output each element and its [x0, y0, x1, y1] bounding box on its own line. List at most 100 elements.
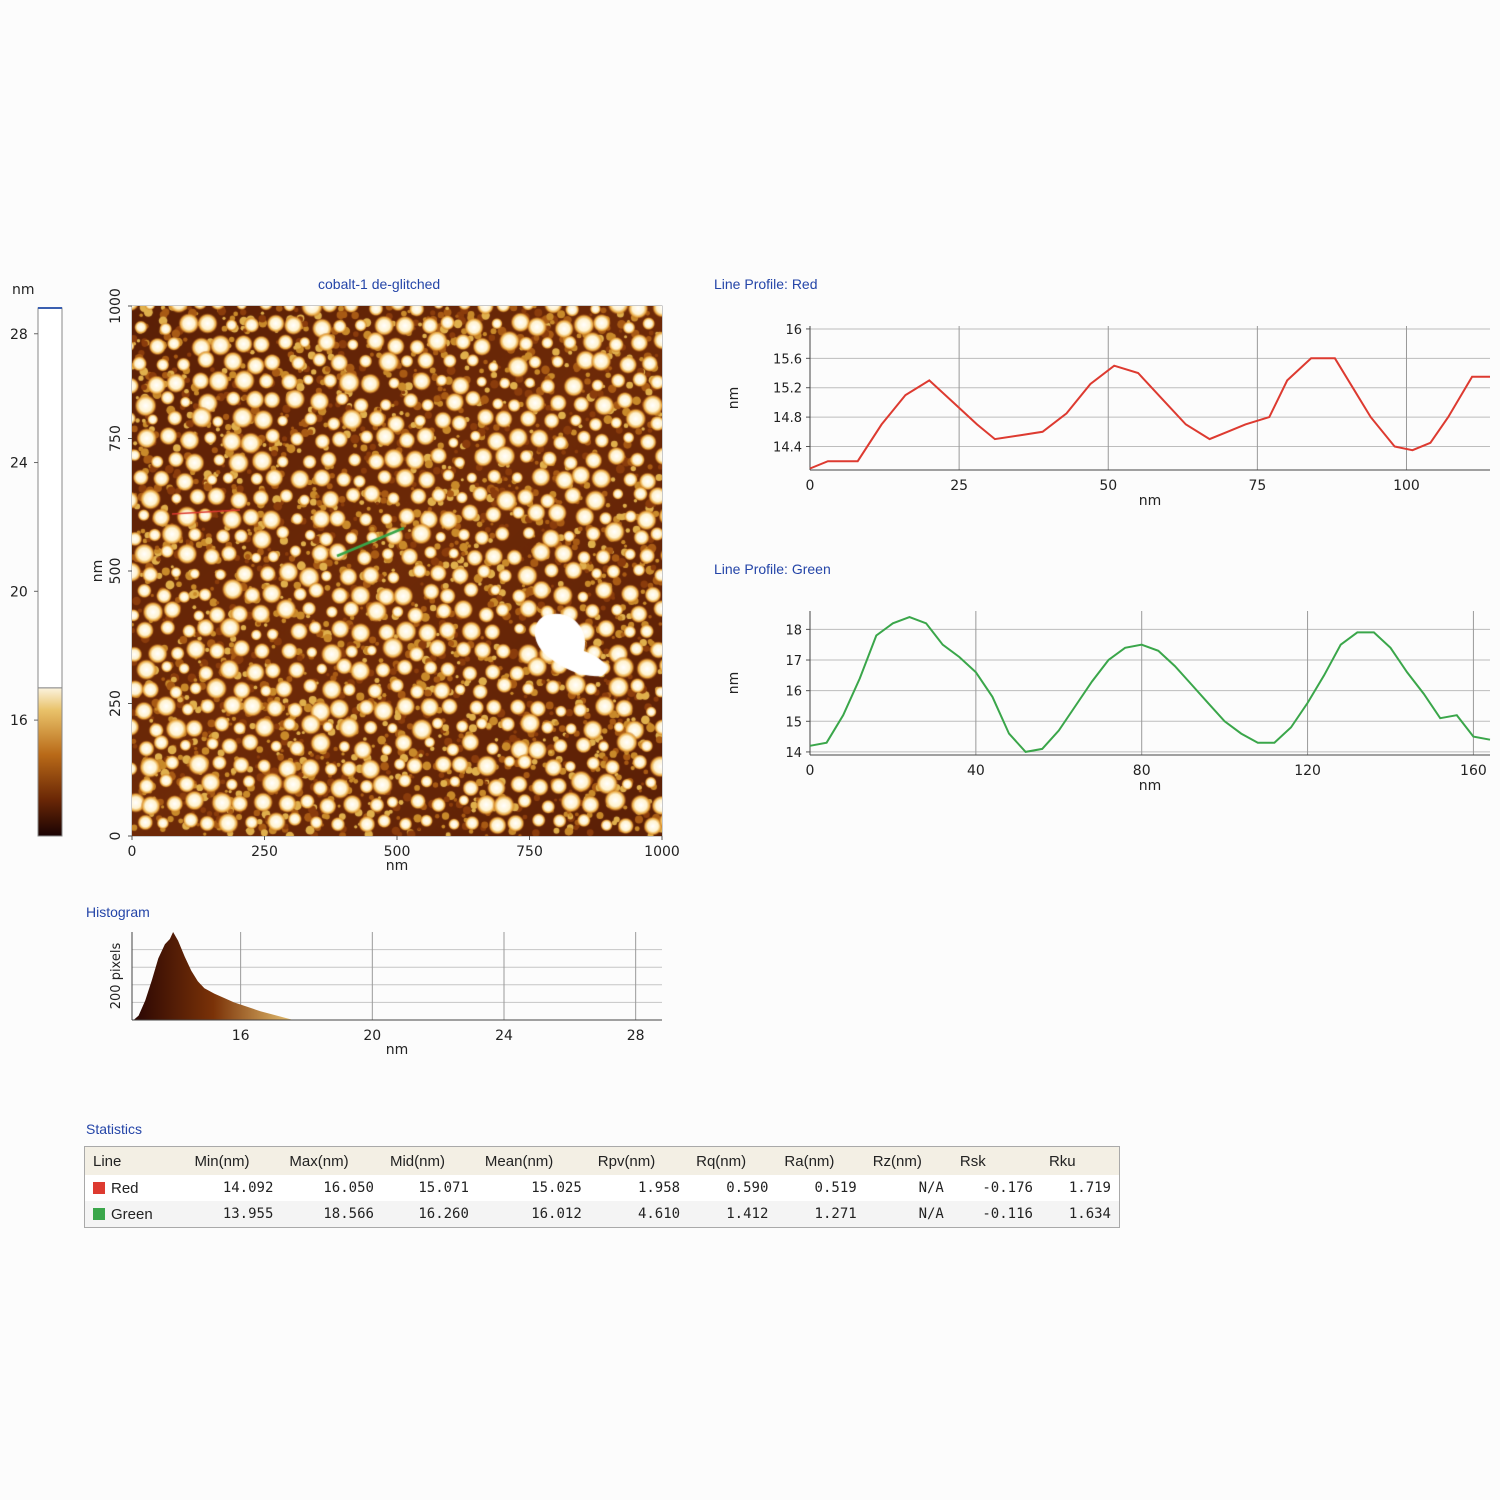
statistics-column-header[interactable]: Rsk	[951, 1146, 1041, 1175]
histogram-x-tick-label: 28	[627, 1028, 645, 1044]
red-profile-x-tick-label: 50	[1099, 478, 1117, 494]
statistics-column-header[interactable]: Max(nm)	[281, 1146, 382, 1175]
statistics-cell: 1.634	[1040, 1201, 1120, 1228]
red-profile-title: Line Profile: Red	[714, 276, 818, 292]
statistics-cell: N/A	[864, 1201, 952, 1228]
image-x-tick-label: 0	[128, 844, 137, 860]
image-x-tick-label: 1000	[644, 844, 680, 860]
statistics-cell: -0.116	[951, 1201, 1041, 1228]
statistics-line-label: Red	[111, 1179, 139, 1197]
statistics-row-green[interactable]: Green 13.955 18.566 16.260 16.012 4.610 1.412 1…	[84, 1201, 1120, 1228]
statistics-cell: 0.590	[726, 1180, 769, 1196]
image-x-tick-label: 250	[251, 844, 278, 860]
statistics-cell: 14.092	[222, 1180, 274, 1196]
histogram-y-axis-label: 200 pixels	[109, 943, 124, 1010]
statistics-cell: -0.176	[982, 1180, 1033, 1196]
red-profile-x-tick-label: 75	[1248, 478, 1266, 494]
green-profile-x-tick-label: 80	[1133, 763, 1151, 779]
colorbar-tick-label: 20	[10, 584, 28, 600]
line-color-swatch	[93, 1207, 105, 1220]
statistics-header-row: Line Min(nm) Max(nm) Mid(nm) Mean(nm) Rpv(nm)…	[84, 1146, 1120, 1175]
green-profile-x-tick-label: 160	[1460, 763, 1487, 779]
statistics-cell: 18.566	[281, 1201, 382, 1228]
red-profile-y-tick-label: 14.8	[773, 411, 802, 426]
histogram-x-tick-label: 16	[232, 1028, 250, 1044]
image-y-axis-label: nm	[90, 560, 106, 583]
image-y-tick-label: 750	[108, 425, 124, 452]
red-profile-y-tick-label: 16	[785, 323, 802, 338]
colorbar-tick-label: 24	[10, 456, 28, 472]
red-profile-x-tick-label: 0	[806, 478, 815, 494]
statistics-cell: 0.519	[814, 1180, 857, 1196]
red-profile-y-axis-label: nm	[726, 387, 742, 410]
image-x-tick-label: 750	[516, 844, 543, 860]
green-profile-x-axis-label: nm	[1139, 778, 1162, 794]
image-title: cobalt-1 de-glitched	[318, 276, 441, 292]
statistics-column-header[interactable]: Rku	[1040, 1146, 1120, 1175]
statistics-line-label: Green	[111, 1205, 153, 1223]
colorbar-tick-label: 28	[10, 327, 28, 343]
statistics-column-header[interactable]: Mid(nm)	[381, 1146, 477, 1175]
height-histogram: 16 20 24 28 nm 200 pixels	[109, 932, 662, 1058]
statistics-line-name: Red	[85, 1175, 187, 1201]
histogram-x-tick-label: 20	[363, 1028, 381, 1044]
statistics-cell: 16.260	[381, 1201, 477, 1228]
line-color-swatch	[93, 1181, 105, 1194]
statistics-table: Line Min(nm) Max(nm) Mid(nm) Mean(nm) Rpv(nm)…	[84, 1146, 1120, 1228]
green-profile-y-tick-label: 17	[785, 654, 802, 669]
statistics-column-header[interactable]: Ra(nm)	[776, 1146, 865, 1175]
colorbar-gradient	[37, 687, 63, 837]
image-y-tick-label: 1000	[108, 288, 124, 324]
colorbar-saturated-segment	[37, 307, 63, 689]
green-profile-title: Line Profile: Green	[714, 561, 831, 577]
histogram-area	[133, 932, 294, 1020]
green-profile-y-tick-label: 16	[785, 685, 802, 700]
afm-topography-image[interactable]	[132, 306, 662, 836]
statistics-row-red[interactable]: Red 14.092 16.050 15.071 15.025 1.958 0.590 0.5…	[85, 1175, 1120, 1201]
statistics-column-header[interactable]: Rpv(nm)	[589, 1146, 689, 1175]
statistics-column-header[interactable]: Min(nm)	[186, 1146, 282, 1175]
red-line-profile-chart: 16 15.6 15.2 14.8 14.4 0 25 50 75 100 nm nm	[726, 323, 1490, 509]
green-profile-x-tick-label: 120	[1294, 763, 1321, 779]
colorbar: 28 24 20 16	[10, 307, 63, 837]
statistics-column-header[interactable]: Line	[84, 1146, 187, 1175]
histogram-x-tick-label: 24	[495, 1028, 513, 1044]
statistics-column-header[interactable]: Rz(nm)	[864, 1146, 952, 1175]
red-profile-series-line	[809, 357, 1490, 470]
green-profile-x-tick-label: 0	[806, 763, 815, 779]
image-y-tick-label: 500	[108, 558, 124, 585]
statistics-column-header[interactable]: Rq(nm)	[688, 1146, 777, 1175]
histogram-x-axis-label: nm	[386, 1042, 409, 1058]
red-profile-x-tick-label: 25	[950, 478, 968, 494]
green-profile-y-tick-label: 18	[785, 623, 802, 638]
green-profile-series-line	[809, 616, 1491, 753]
statistics-cell: N/A	[918, 1180, 944, 1196]
green-profile-y-tick-label: 14	[785, 746, 802, 761]
red-profile-y-tick-label: 14.4	[773, 440, 802, 455]
statistics-cell: 15.025	[531, 1180, 582, 1196]
statistics-cell: 1.958	[637, 1180, 681, 1196]
green-profile-y-tick-label: 15	[785, 715, 802, 730]
statistics-cell: 4.610	[589, 1201, 689, 1228]
statistics-cell: 16.012	[476, 1201, 590, 1228]
green-profile-x-tick-label: 40	[967, 763, 985, 779]
histogram-title: Histogram	[86, 904, 150, 920]
statistics-cell: 1.719	[1068, 1180, 1111, 1196]
red-profile-x-axis-label: nm	[1139, 493, 1162, 509]
statistics-cell: 16.050	[323, 1180, 374, 1196]
statistics-column-header[interactable]: Mean(nm)	[476, 1146, 590, 1175]
colorbar-unit-label: nm	[12, 282, 35, 298]
image-y-tick-label: 250	[108, 690, 124, 717]
green-profile-y-axis-label: nm	[726, 672, 742, 695]
green-line-profile-chart: 18 17 16 15 14 0 40 80 120 160 nm nm	[726, 611, 1491, 794]
statistics-cell: 13.955	[186, 1201, 282, 1228]
statistics-cell: 1.271	[776, 1201, 865, 1228]
colorbar-panel: nm 28 24 20 16	[0, 280, 80, 850]
red-profile-x-tick-label: 100	[1393, 478, 1420, 494]
statistics-cell: 1.412	[688, 1201, 777, 1228]
statistics-title: Statistics	[86, 1121, 143, 1137]
statistics-cell: 15.071	[418, 1180, 469, 1196]
image-x-tick-label: 500	[384, 844, 411, 860]
statistics-line-name: Green	[84, 1201, 187, 1228]
image-x-axis-label: nm	[386, 858, 409, 874]
